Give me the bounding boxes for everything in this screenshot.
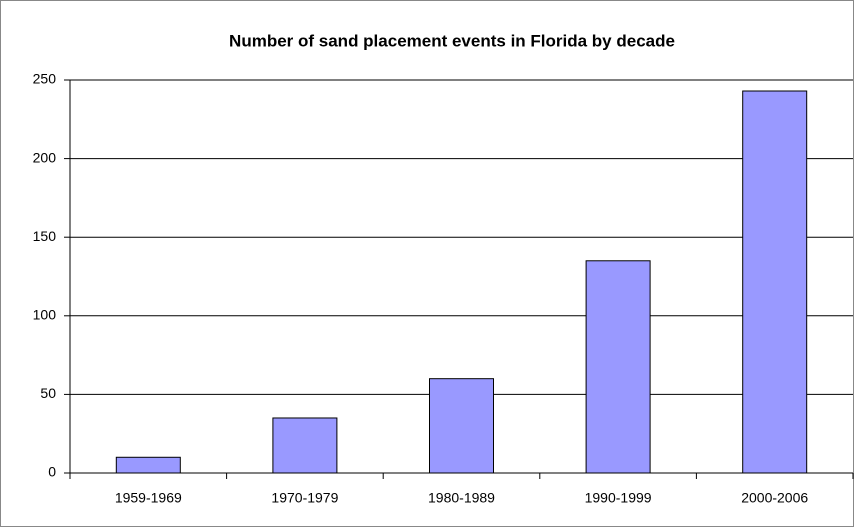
x-tick-label: 2000-2006 (741, 490, 808, 506)
y-tick-label: 150 (33, 228, 57, 244)
y-tick-label: 0 (48, 464, 56, 480)
x-tick-label: 1980-1989 (428, 490, 495, 506)
x-tick-label: 1959-1969 (115, 490, 182, 506)
y-tick-label: 250 (33, 71, 57, 87)
bar (429, 378, 494, 474)
x-tick-label: 1970-1979 (271, 490, 338, 506)
y-tick-label: 200 (33, 149, 57, 165)
y-tick-label: 100 (33, 307, 57, 323)
chart-title: Number of sand placement events in Flori… (229, 31, 675, 50)
bar (585, 260, 651, 474)
bar (115, 456, 181, 474)
x-tick-label: 1990-1999 (585, 490, 652, 506)
bar (742, 90, 808, 474)
bar (272, 417, 338, 474)
y-tick-label: 50 (40, 385, 56, 401)
